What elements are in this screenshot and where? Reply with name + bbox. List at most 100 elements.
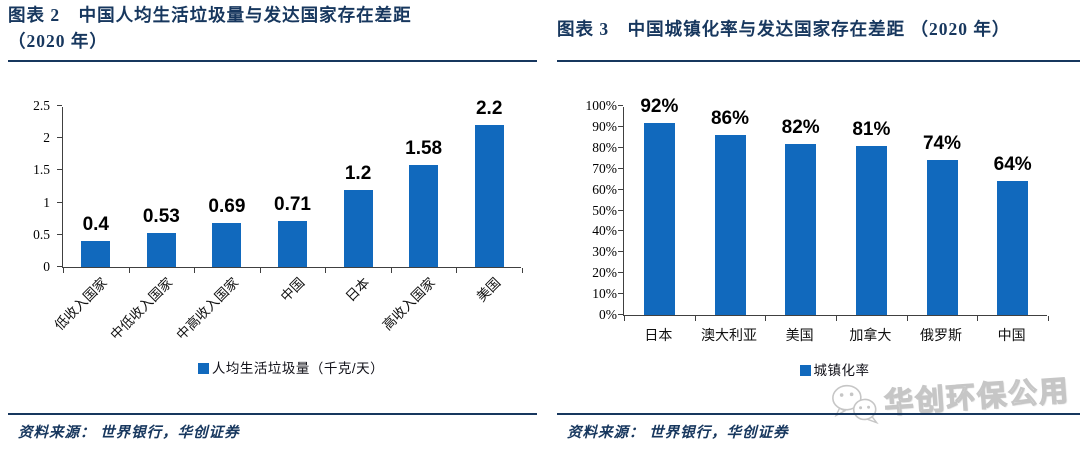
x-axis-tick-mark <box>194 268 196 273</box>
x-axis-tick-mark <box>456 268 458 273</box>
x-axis-category-label: 日本 <box>342 274 373 305</box>
header-divider <box>8 60 537 62</box>
x-axis-tick-mark <box>906 316 908 321</box>
x-axis-tick-mark <box>977 316 979 321</box>
x-axis-tick-mark <box>765 316 767 321</box>
bar-value-label: 0.69 <box>208 195 246 217</box>
y-axis-tick-mark <box>618 230 623 232</box>
bar-value-label: 64% <box>993 154 1032 176</box>
bar <box>997 181 1029 315</box>
bar <box>926 160 958 315</box>
bar-value-label: 0.71 <box>274 194 311 216</box>
bar-value-label: 86% <box>710 108 750 130</box>
x-axis-category-label: 中国 <box>277 274 307 305</box>
y-axis-tick-mark <box>57 201 62 203</box>
y-axis-tick-label: 30% <box>592 244 617 260</box>
y-axis-tick-mark <box>57 105 62 106</box>
figure-title-year: （2020 年） <box>910 19 1011 39</box>
y-axis-tick-mark <box>618 314 623 315</box>
source-note: 资料来源： 世界银行，华创证券 <box>18 421 240 442</box>
y-axis: 0% 10% 20% 30% 40% 50% 60% 70% 80% 90% 100% <box>567 98 623 322</box>
y-axis-tick-label: 1.5 <box>33 162 50 178</box>
footer-divider <box>8 413 537 415</box>
y-axis-tick-label: 80% <box>592 139 617 155</box>
y-axis-tick-mark <box>57 233 62 235</box>
plot-area: 92% 86% 82% 81% 74% 64% <box>618 96 1049 321</box>
figure-title: 图表 2 中国人均生活垃圾量与发达国家存在差距 （2020 年） <box>8 2 478 54</box>
bar <box>81 241 111 267</box>
y-axis-tick-label: 0 <box>43 259 50 274</box>
x-axis-category-label: 中低收入国家 <box>107 274 176 343</box>
header-divider <box>557 60 1080 62</box>
x-axis-category-label: 澳大利亚 <box>701 327 757 343</box>
x-axis-tick-mark <box>63 268 64 273</box>
y-axis-tick-mark <box>57 266 62 267</box>
y-axis-tick-label: 2 <box>43 130 50 146</box>
x-axis-tick-mark <box>390 268 392 273</box>
x-axis-category-label: 加拿大 <box>849 327 892 343</box>
y-axis-tick-label: 50% <box>592 202 617 218</box>
x-axis-category-label: 日本 <box>644 327 673 343</box>
source-text: 世界银行，华创证券 <box>100 425 240 441</box>
y-axis-tick-mark <box>618 105 623 106</box>
x-axis-category-label: 美国 <box>473 274 504 305</box>
figure-title: 图表 3 中国城镇化率与发达国家存在差距 （2020 年） <box>557 16 1080 42</box>
y-axis-tick-mark <box>618 251 623 253</box>
figure-title-text: 图表 3 中国城镇化率与发达国家存在差距 <box>557 19 906 39</box>
bar-value-label: 1.2 <box>344 162 372 184</box>
x-axis-tick-mark <box>128 268 130 273</box>
legend-marker <box>799 365 811 376</box>
y-axis-tick-label: 40% <box>592 223 617 239</box>
x-axis-tick-mark <box>522 268 523 273</box>
y-axis-tick-label: 20% <box>592 265 617 281</box>
x-axis-tick-mark <box>836 316 837 321</box>
chart-legend: 人均生活垃圾量（千克/天） <box>62 357 520 378</box>
bar <box>855 145 887 315</box>
bar <box>785 143 817 315</box>
y-axis-tick-mark <box>618 209 623 211</box>
legend-marker <box>197 363 209 374</box>
y-axis-tick-label: 0.5 <box>33 226 50 242</box>
bar-value-label: 0.53 <box>142 205 180 227</box>
source-prefix: 资料来源： <box>18 425 96 441</box>
x-axis-category-label: 高收入国家 <box>379 274 439 334</box>
figure-title-text: 图表 2 中国人均生活垃圾量与发达国家存在差距 <box>8 5 412 25</box>
bar-value-label: 82% <box>781 116 820 138</box>
source-prefix: 资料来源： <box>567 425 645 441</box>
x-axis-category-label: 低收入国家 <box>51 274 111 334</box>
y-axis-tick-label: 0% <box>599 307 617 322</box>
y-axis-tick-label: 100% <box>585 98 618 113</box>
x-axis-tick-mark <box>325 268 327 273</box>
y-axis-tick-mark <box>57 169 62 171</box>
x-axis-tick-mark <box>694 316 696 321</box>
x-axis-category-label: 俄罗斯 <box>920 327 962 343</box>
bar <box>212 222 242 267</box>
y-axis-tick-label: 1 <box>43 194 50 210</box>
y-axis-tick-label: 10% <box>592 286 617 302</box>
x-axis-tick-mark <box>259 268 261 273</box>
bar <box>474 125 504 267</box>
y-axis-tick-mark <box>618 146 623 148</box>
x-axis: 低收入国家 中低收入国家 中高收入国家 中国 日本 高收入国家 美国 <box>52 269 520 355</box>
bar <box>146 232 176 267</box>
bar-value-label: 0.4 <box>82 214 109 236</box>
y-axis-tick-mark <box>618 293 623 295</box>
y-axis-tick-label: 70% <box>592 160 617 176</box>
chart-legend: 城镇化率 <box>623 359 1046 380</box>
footer-divider <box>557 413 1080 415</box>
bar-chart-waste: 0 0.5 1 1.5 2 2.5 0.4 0.53 0.69 0.71 1.2 1.58 2.2 低… <box>8 0 537 452</box>
bar <box>343 189 373 267</box>
bar-value-label: 74% <box>922 133 962 155</box>
y-axis-tick-mark <box>618 125 623 127</box>
x-axis-category-label: 中国 <box>997 327 1026 343</box>
x-axis: 日本 澳大利亚 美国 加拿大 俄罗斯 中国 <box>623 319 1046 349</box>
y-axis-tick-mark <box>57 137 62 139</box>
figure-panel-urbanization: 图表 3 中国城镇化率与发达国家存在差距 （2020 年） 0% 10% 20% 30… <box>557 0 1080 452</box>
y-axis-tick-label: 90% <box>592 118 617 134</box>
figure-panel-waste: 图表 2 中国人均生活垃圾量与发达国家存在差距 （2020 年） 0 0.5 1 1.… <box>8 0 537 452</box>
y-axis: 0 0.5 1 1.5 2 2.5 <box>8 98 56 274</box>
bar <box>643 122 675 315</box>
legend-label: 城镇化率 <box>813 363 870 378</box>
y-axis-tick-label: 60% <box>592 181 617 197</box>
legend-label: 人均生活垃圾量（千克/天） <box>211 361 385 376</box>
